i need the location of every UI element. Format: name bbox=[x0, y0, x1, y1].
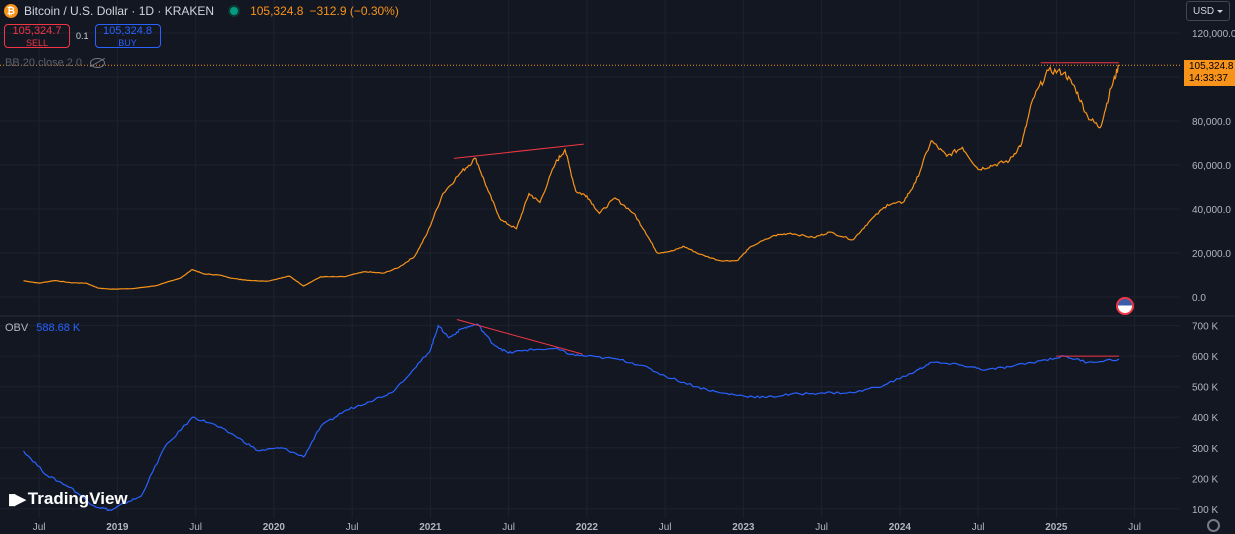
buy-button[interactable]: 105,324.8 BUY bbox=[94, 24, 161, 48]
obv-series-line bbox=[22, 323, 1120, 512]
obv-label: OBV bbox=[5, 322, 29, 334]
bb-label: BB 20 close 2 0 bbox=[5, 57, 83, 69]
trend-line[interactable] bbox=[456, 319, 583, 355]
price-tag-countdown: 14:33:37 bbox=[1189, 73, 1228, 84]
buy-price: 105,324.8 bbox=[103, 25, 152, 37]
y-tick-label: 500 K bbox=[1192, 383, 1218, 394]
currency-select[interactable]: USD bbox=[1186, 1, 1230, 21]
sell-price: 105,324.7 bbox=[12, 25, 62, 37]
logo-text: TradingView bbox=[27, 489, 128, 508]
y-tick-label: 0.0 bbox=[1192, 293, 1206, 304]
last-price: 105,324.8 bbox=[250, 4, 304, 18]
y-tick-label: 40,000.0 bbox=[1192, 205, 1231, 216]
x-tick-label: Jul bbox=[815, 522, 828, 533]
y-tick-label: 400 K bbox=[1192, 413, 1218, 424]
x-tick-label: 2025 bbox=[1045, 522, 1068, 533]
y-tick-label: 80,000.0 bbox=[1192, 117, 1231, 128]
bb-indicator-legend[interactable]: BB 20 close 2 0 bbox=[5, 57, 106, 69]
price-change: −312.9 (−0.30%) bbox=[309, 4, 399, 18]
y-tick-label: 600 K bbox=[1192, 352, 1218, 363]
symbol-title[interactable]: Bitcoin / U.S. Dollar · 1D · KRAKEN bbox=[24, 4, 215, 18]
hidden-eye-icon[interactable] bbox=[90, 58, 106, 68]
y-tick-label: 100 K bbox=[1192, 505, 1218, 516]
y-tick-label: 60,000.0 bbox=[1192, 161, 1231, 172]
x-tick-label: 2019 bbox=[106, 522, 129, 533]
us-flag-icon[interactable] bbox=[1116, 297, 1134, 315]
x-tick-label: Jul bbox=[659, 522, 672, 533]
y-tick-label: 200 K bbox=[1192, 474, 1218, 485]
x-tick-label: Jul bbox=[189, 522, 202, 533]
sell-button[interactable]: 105,324.7 SELL bbox=[4, 24, 70, 48]
obv-value: 588.68 K bbox=[36, 322, 81, 334]
x-tick-label: 2022 bbox=[576, 522, 599, 533]
tradingview-logo[interactable]: ▮▶ TradingView bbox=[8, 489, 128, 509]
x-tick-label: 2023 bbox=[732, 522, 755, 533]
x-tick-label: Jul bbox=[33, 522, 46, 533]
market-status-icon[interactable] bbox=[230, 7, 239, 15]
price-series-line bbox=[23, 64, 1119, 290]
spread-value: 0.1 bbox=[76, 31, 89, 41]
x-tick-label: 2024 bbox=[889, 522, 912, 533]
trend-line[interactable] bbox=[453, 143, 584, 159]
tv-logo-icon: ▮▶ bbox=[8, 491, 26, 508]
price-tag-price: 105,324.8 bbox=[1189, 61, 1234, 72]
bitcoin-icon: ₿ bbox=[4, 4, 18, 18]
y-tick-label: 300 K bbox=[1192, 444, 1218, 455]
x-tick-label: 2020 bbox=[263, 522, 286, 533]
y-tick-label: 20,000.0 bbox=[1192, 249, 1231, 260]
x-tick-label: Jul bbox=[502, 522, 515, 533]
x-tick-label: Jul bbox=[346, 522, 359, 533]
buy-label: BUY bbox=[118, 38, 137, 48]
obv-legend[interactable]: OBV 588.68 K bbox=[5, 322, 80, 334]
x-tick-label: Jul bbox=[1128, 522, 1141, 533]
y-tick-label: 700 K bbox=[1192, 322, 1218, 333]
settings-gear-icon[interactable] bbox=[1207, 519, 1220, 532]
x-tick-label: 2021 bbox=[419, 522, 442, 533]
y-tick-label: 120,000.0 bbox=[1192, 29, 1235, 40]
price-tag: 105,324.8 14:33:37 bbox=[1184, 60, 1235, 86]
trade-panel: 105,324.7 SELL 0.1 105,324.8 BUY bbox=[4, 24, 161, 48]
x-tick-label: Jul bbox=[972, 522, 985, 533]
symbol-header: ₿ Bitcoin / U.S. Dollar · 1D · KRAKEN 10… bbox=[0, 0, 399, 22]
sell-label: SELL bbox=[25, 38, 49, 48]
